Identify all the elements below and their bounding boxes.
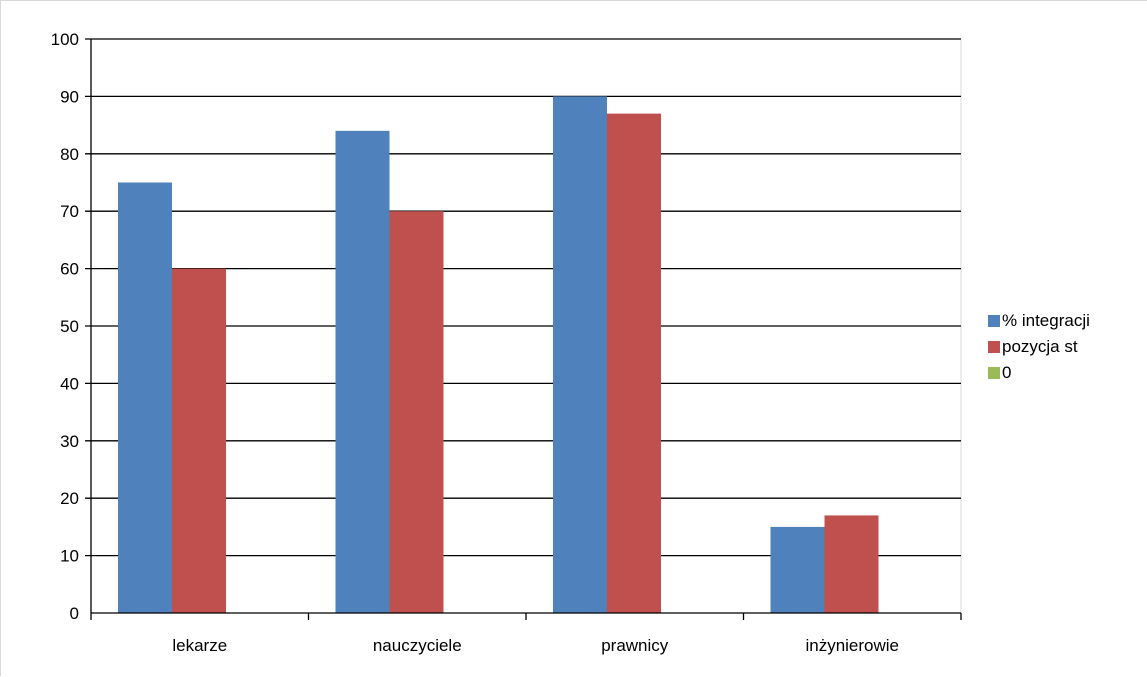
y-tick-label: 90 — [60, 87, 79, 106]
y-tick-label: 40 — [60, 374, 79, 393]
legend-swatch — [988, 315, 1000, 327]
y-tick-label: 0 — [70, 604, 79, 623]
y-tick-label: 60 — [60, 260, 79, 279]
legend-item: 0 — [988, 360, 1090, 386]
bar-pozycja-st-2 — [607, 113, 661, 614]
y-tick-label: 100 — [51, 30, 79, 49]
y-tick-label: 50 — [60, 317, 79, 336]
bar--integracji-0 — [118, 182, 172, 613]
x-tick-label: lekarze — [172, 636, 227, 655]
bar-pozycja-st-3 — [824, 515, 879, 613]
x-tick-label: prawnicy — [601, 636, 669, 655]
legend-label: 0 — [1002, 363, 1012, 382]
legend-swatch — [988, 367, 1000, 379]
x-tick-label: inżynierowie — [805, 636, 899, 655]
y-tick-label: 70 — [60, 202, 79, 221]
legend-label: pozycja st — [1002, 337, 1078, 356]
y-tick-label: 10 — [60, 547, 79, 566]
legend-item: pozycja st — [988, 334, 1090, 360]
chart-legend: % integracji pozycja st 0 — [988, 308, 1090, 386]
bar--integracji-1 — [335, 130, 390, 613]
y-tick-label: 20 — [60, 489, 79, 508]
x-tick-label: nauczyciele — [373, 636, 462, 655]
bar-pozycja-st-1 — [389, 211, 444, 613]
legend-swatch — [988, 341, 1000, 353]
y-tick-label: 30 — [60, 432, 79, 451]
bar-pozycja-st-0 — [172, 268, 226, 613]
legend-label: % integracji — [1002, 311, 1090, 330]
legend-item: % integracji — [988, 308, 1090, 334]
bar--integracji-3 — [770, 526, 825, 613]
bar--integracji-2 — [553, 96, 607, 613]
y-tick-label: 80 — [60, 145, 79, 164]
